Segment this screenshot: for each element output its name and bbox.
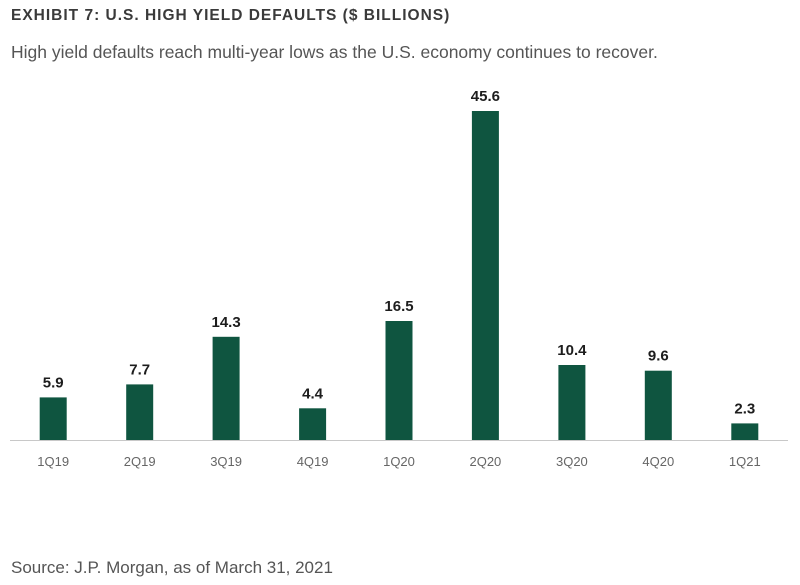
value-label-1q19: 5.9: [43, 374, 64, 391]
value-label-1q21: 2.3: [734, 400, 755, 417]
bar-1q19: [39, 397, 67, 440]
source-note: Source: J.P. Morgan, as of March 31, 202…: [11, 558, 333, 577]
x-tick-label-1q21: 1Q21: [729, 454, 761, 469]
value-label-4q19: 4.4: [302, 385, 324, 402]
x-tick-label-2q20: 2Q20: [469, 454, 501, 469]
x-tick-label-1q19: 1Q19: [37, 454, 69, 469]
value-label-4q20: 9.6: [648, 348, 669, 365]
value-label-3q20: 10.4: [557, 342, 587, 359]
bar-4q20: [644, 370, 672, 440]
x-tick-label-2q19: 2Q19: [124, 454, 156, 469]
bar-4q19: [299, 408, 327, 440]
bar-chart: 5.9 1Q19 7.7 2Q19 14.3 3Q19 4.4 4Q19 16.5 1Q20 45.…: [10, 88, 788, 469]
x-tick-label-4q20: 4Q20: [642, 454, 674, 469]
bar-2q20: [471, 111, 499, 440]
chart-subtitle: High yield defaults reach multi-year low…: [11, 42, 658, 62]
bar-3q20: [558, 365, 586, 440]
bar-1q21: [731, 423, 759, 440]
value-label-2q20: 45.6: [471, 88, 500, 105]
value-label-3q19: 14.3: [211, 314, 240, 331]
bar-2q19: [126, 384, 154, 440]
bar-3q19: [212, 336, 240, 440]
x-tick-label-3q20: 3Q20: [556, 454, 588, 469]
x-tick-label-3q19: 3Q19: [210, 454, 242, 469]
x-tick-label-1q20: 1Q20: [383, 454, 415, 469]
value-label-2q19: 7.7: [129, 361, 150, 378]
x-tick-label-4q19: 4Q19: [297, 454, 329, 469]
bar-1q20: [385, 321, 413, 440]
chart-title: EXHIBIT 7: U.S. HIGH YIELD DEFAULTS ($ B…: [11, 7, 451, 24]
value-label-1q20: 16.5: [384, 298, 413, 315]
